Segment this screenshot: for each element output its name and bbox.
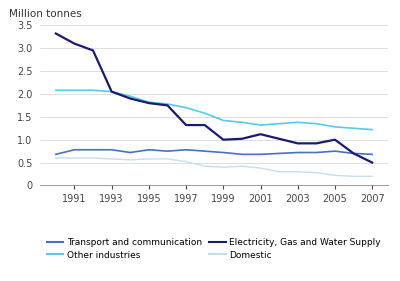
Text: Million tonnes: Million tonnes xyxy=(9,9,82,19)
Legend: Transport and communication, Other industries, Electricity, Gas and Water Supply: Transport and communication, Other indus… xyxy=(47,238,381,260)
